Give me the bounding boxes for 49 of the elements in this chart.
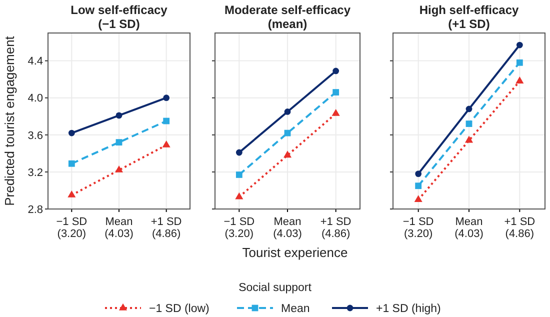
- chart-title: Low self-efficacy (−1 SD): [70, 3, 168, 31]
- x-tick-label: +1 SD (4.86): [504, 216, 536, 240]
- y-axis-title: Predicted tourist engagement: [2, 36, 17, 206]
- x-tick-label: −1 SD (3.20): [56, 216, 88, 240]
- point: [332, 89, 340, 96]
- x-tick-label: Mean (4.03): [104, 216, 134, 240]
- point: [116, 139, 122, 146]
- point: [516, 59, 523, 66]
- legend-label: −1 SD (low): [149, 303, 210, 315]
- x-tick-label: +1 SD (4.86): [320, 216, 352, 240]
- point: [235, 192, 244, 200]
- point: [163, 94, 170, 102]
- legend-label: Mean: [281, 303, 310, 315]
- point: [283, 150, 292, 158]
- y-tick-label: 2.8: [28, 204, 43, 216]
- x-tick-label: −1 SD (3.20): [224, 216, 255, 240]
- point: [68, 130, 75, 136]
- point: [464, 136, 474, 143]
- y-tick-label: 4.0: [28, 92, 43, 105]
- legend-label: +1 SD (high): [376, 303, 442, 315]
- y-tick-label: 3.2: [28, 166, 43, 179]
- x-tick-label: −1 SD (3.20): [402, 216, 434, 240]
- point: [415, 170, 422, 177]
- point: [516, 76, 524, 84]
- point: [516, 42, 523, 48]
- x-tick-label: Mean (4.03): [273, 216, 302, 240]
- point: [68, 190, 76, 198]
- point: [162, 140, 170, 148]
- point: [236, 172, 242, 178]
- x-tick-label: Mean (4.03): [454, 216, 484, 240]
- point: [415, 182, 422, 190]
- x-tick-label: +1 SD (4.86): [150, 216, 182, 240]
- x-axis-title: Tourist experience: [242, 245, 348, 260]
- point: [332, 108, 340, 116]
- legend-title: Social support: [238, 282, 312, 294]
- point: [332, 68, 340, 74]
- point: [116, 112, 122, 119]
- point: [284, 108, 291, 115]
- point: [466, 120, 472, 127]
- point: [68, 160, 75, 167]
- y-tick-label: 4.4: [28, 56, 43, 68]
- chart-title: Moderate self-efficacy (mean): [224, 3, 351, 31]
- point: [163, 118, 170, 124]
- point: [236, 149, 242, 156]
- point: [114, 165, 124, 172]
- point: [414, 195, 422, 202]
- point: [466, 106, 472, 112]
- chart-title: High self-efficacy (+1 SD): [419, 3, 519, 31]
- y-tick-label: 3.6: [28, 130, 43, 142]
